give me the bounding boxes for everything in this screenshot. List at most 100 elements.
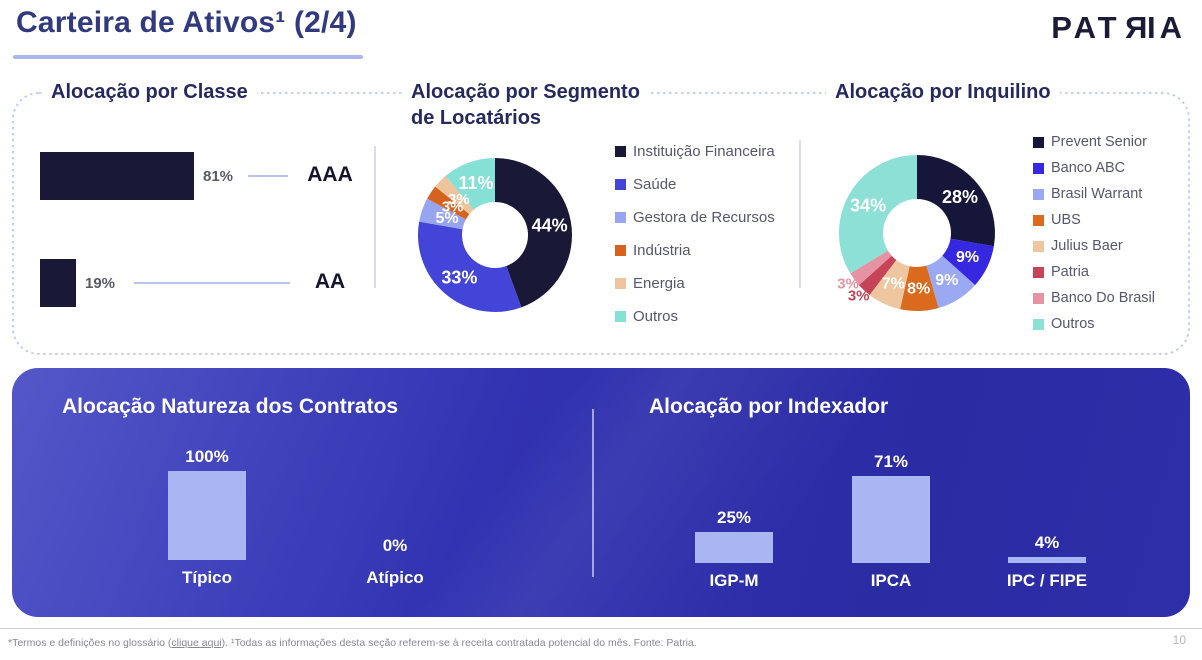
legend-label: UBS: [1051, 212, 1081, 228]
donut-slice: [941, 237, 994, 286]
rating-connector-line: [134, 282, 290, 284]
donut-slice: [418, 221, 522, 312]
patria-logo: PATRIA: [1051, 10, 1186, 46]
page-title: Carteira de Ativos¹ (2/4): [16, 6, 357, 39]
legend-label: Instituição Financeira: [633, 143, 775, 160]
legend-swatch: [1033, 319, 1044, 330]
legend-item: Julius Baer: [1033, 236, 1155, 257]
legend-label: Outros: [633, 308, 679, 325]
bar-category-label: Típico: [181, 568, 233, 587]
donut-slice-label: 9%: [956, 249, 979, 266]
donut-slice-label: 3%: [448, 191, 470, 208]
legend-swatch: [615, 278, 626, 289]
bar: [852, 476, 930, 563]
section-title-classe: Alocação por Classe: [42, 79, 257, 105]
footnote: *Termos e definições no glossário (cliqu…: [8, 637, 697, 649]
bar-category-label: IGP-M: [709, 571, 759, 590]
donut-slice: [850, 250, 893, 286]
bar-category-label: IPCA: [870, 571, 912, 590]
donut-slice-label: 44%: [532, 215, 568, 235]
segment-donut-chart: 44%33%5%3%3%11%: [418, 158, 572, 312]
donut-slice: [445, 158, 497, 211]
legend-item: Brasil Warrant: [1033, 184, 1155, 205]
legend-label: Patria: [1051, 264, 1089, 280]
legend-label: Prevent Senior: [1051, 134, 1147, 150]
legend-swatch: [615, 212, 626, 223]
legend-item: Saúde: [615, 174, 775, 195]
rating-label: AAA: [307, 163, 353, 186]
donut-slice-label: 11%: [458, 173, 493, 193]
section-title-text: Alocação por Classe: [51, 81, 248, 103]
legend-swatch: [1033, 215, 1044, 226]
legend-swatch: [1033, 189, 1044, 200]
legend-swatch: [1033, 241, 1044, 252]
legend-item: Prevent Senior: [1033, 132, 1155, 153]
donut-slice: [869, 259, 911, 310]
legend-label: Saúde: [633, 176, 677, 193]
logo-text: PAT: [1051, 10, 1121, 45]
legend-swatch: [615, 245, 626, 256]
legend-item: Gestora de Recursos: [615, 207, 775, 228]
donut-slice-label: 3%: [442, 198, 464, 215]
title-underline: [13, 55, 363, 59]
legend-swatch: [615, 146, 626, 157]
legend-item: Instituição Financeira: [615, 141, 775, 162]
donut-slice: [419, 198, 467, 231]
bar: [168, 471, 246, 560]
legend-label: Gestora de Recursos: [633, 209, 775, 226]
donut-slice-label: 5%: [435, 210, 458, 227]
footnote-text: ). ¹Todas as informações desta seção ref…: [221, 637, 697, 649]
donut-slice-label: 28%: [942, 187, 978, 207]
bar-value-label: 25%: [716, 508, 752, 527]
top-charts-panel-border: [12, 92, 1190, 355]
bar-category-label: Atípico: [366, 568, 424, 587]
section-title-text: Alocação por Inquilino: [835, 81, 1051, 103]
bar: [695, 532, 773, 563]
legend-label: Outros: [1051, 316, 1095, 332]
donut-slice: [427, 186, 470, 220]
tenant-donut-chart: 28% 9% 9% 8%7% 3%3% 34%: [837, 155, 995, 311]
bar: [1008, 557, 1086, 563]
legend-swatch: [615, 179, 626, 190]
donut-slice: [925, 254, 976, 308]
legend-swatch: [1033, 267, 1044, 278]
donut-slice-label: 8%: [907, 281, 930, 298]
legend-label: Energia: [633, 275, 685, 292]
donut-slice: [839, 155, 919, 274]
panel-title-indexador: Alocação por Indexador: [649, 395, 889, 418]
panel-divider: [592, 409, 594, 577]
donut-slice-label: 9%: [935, 272, 958, 289]
legend-swatch: [1033, 137, 1044, 148]
donut-slice: [435, 176, 475, 215]
section-title-text: Alocação por Segmento: [411, 81, 640, 103]
legend-label: Indústria: [633, 242, 691, 259]
rating-bar: [40, 259, 76, 307]
donut-slice-label: 33%: [441, 268, 477, 288]
donut-slice: [915, 155, 995, 247]
legend-label: Brasil Warrant: [1051, 186, 1143, 202]
footnote-text: *Termos e definições no glossário (: [8, 637, 172, 649]
glossary-link[interactable]: clique aqui: [171, 637, 222, 649]
segment-legend: Instituição Financeira Saúde Gestora de Re…: [615, 141, 775, 327]
legend-swatch: [615, 311, 626, 322]
legend-swatch: [1033, 163, 1044, 174]
section-divider: [799, 140, 801, 288]
donut-slice-label: 3%: [837, 276, 859, 293]
bar-value-label: 4%: [1034, 533, 1060, 552]
legend-label: Banco ABC: [1051, 160, 1126, 176]
bar-value-label: 100%: [185, 447, 229, 466]
bar-category-label: IPC / FIPE: [1006, 571, 1088, 590]
donut-slice: [900, 265, 939, 311]
rating-label: AA: [314, 270, 346, 293]
section-title-inquilino: Alocação por Inquilino: [826, 79, 1060, 105]
footer-divider: [0, 628, 1202, 629]
rating-value-label: 19%: [85, 275, 116, 292]
legend-item: Banco Do Brasil: [1033, 288, 1155, 309]
legend-label: Banco Do Brasil: [1051, 290, 1155, 306]
bar-value-label: 71%: [873, 452, 909, 471]
rating-value-label: 81%: [203, 168, 234, 185]
